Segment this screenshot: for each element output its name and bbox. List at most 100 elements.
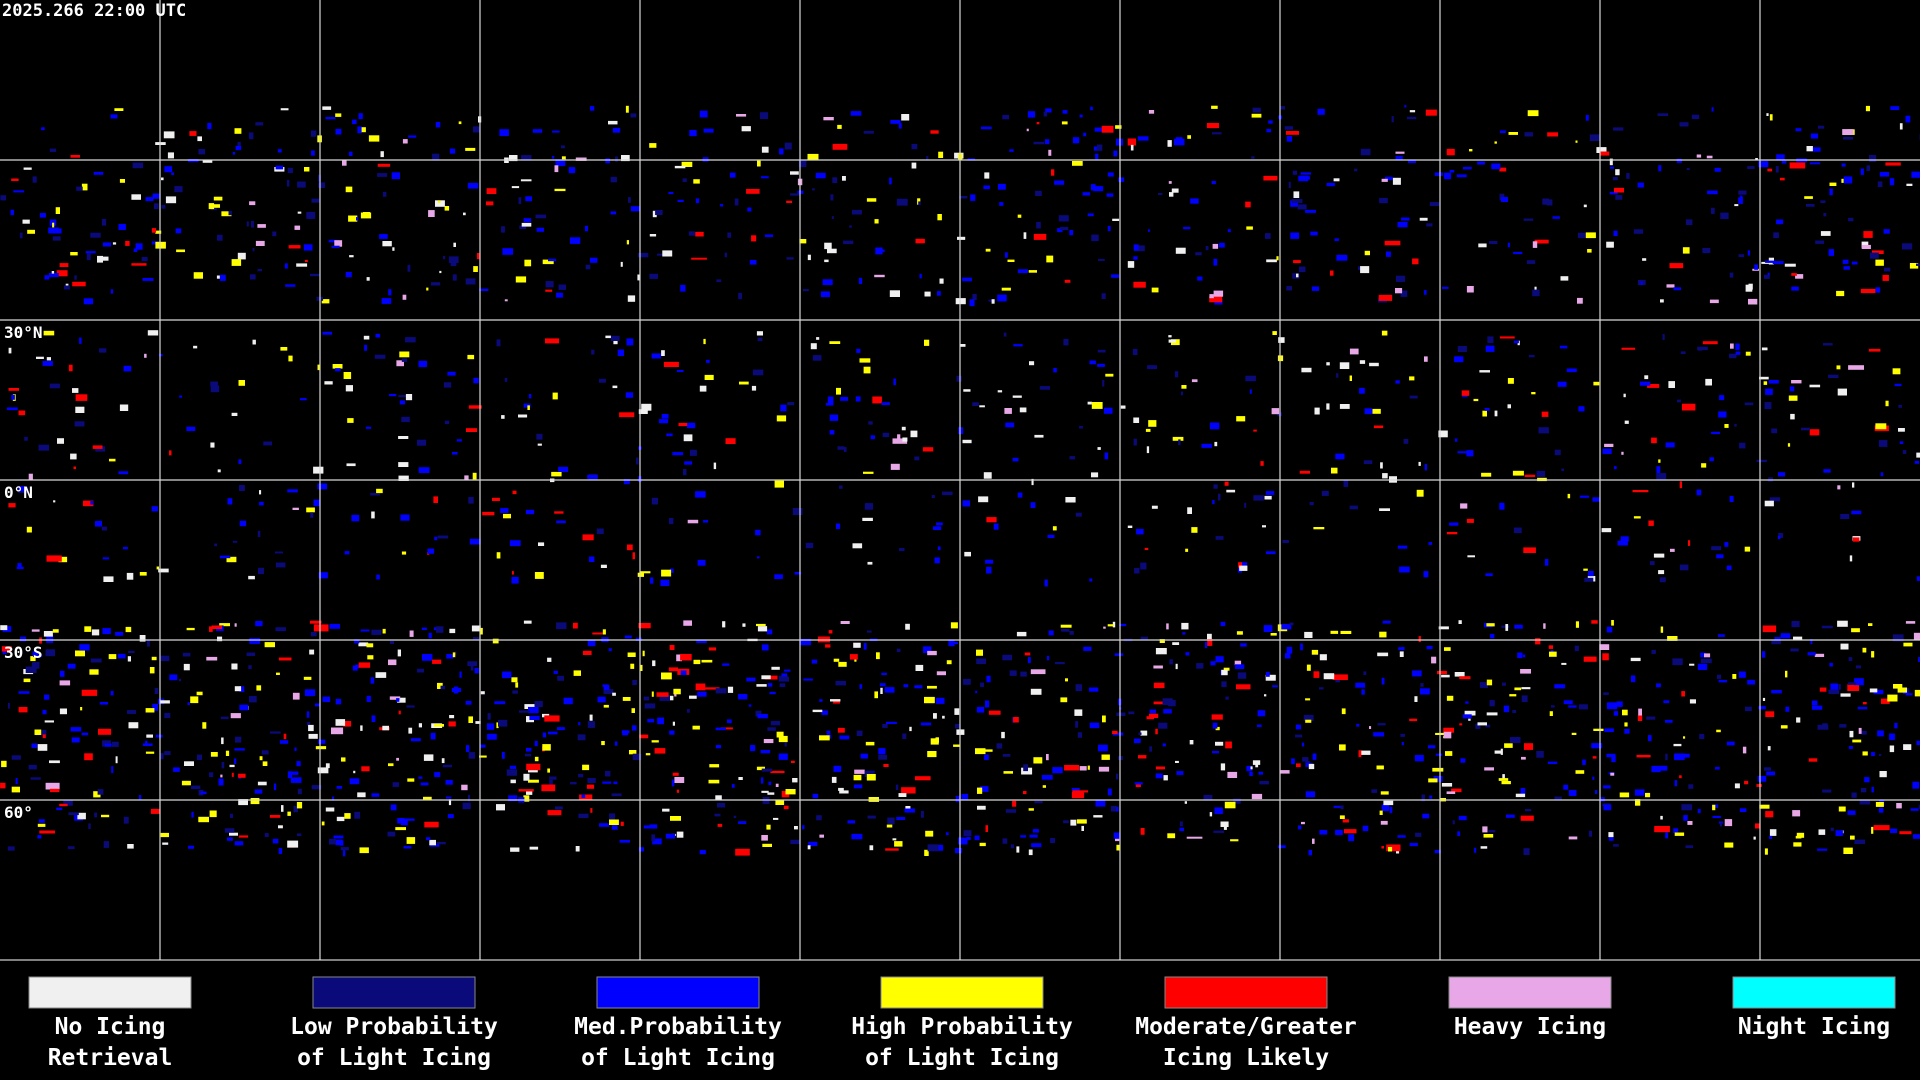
icing-patch <box>52 629 59 633</box>
icing-patch <box>1223 826 1227 830</box>
icing-patch <box>1636 754 1651 758</box>
icing-patch <box>641 403 652 411</box>
icing-patch <box>1696 489 1702 496</box>
icing-patch <box>1195 252 1202 256</box>
icing-patch <box>1729 353 1737 359</box>
icing-patch <box>311 198 320 203</box>
icing-patch <box>704 687 720 690</box>
icing-patch <box>1048 630 1054 636</box>
icing-patch <box>487 713 491 720</box>
icing-patch <box>1305 209 1316 213</box>
icing-patch <box>1002 114 1009 120</box>
icing-patch <box>1577 297 1583 304</box>
icing-patch <box>963 389 971 392</box>
icing-patch <box>905 623 910 630</box>
icing-patch <box>1791 286 1799 291</box>
icing-patch <box>1474 847 1477 853</box>
icing-patch <box>673 688 681 695</box>
icing-patch <box>1762 651 1766 658</box>
icing-patch <box>903 684 909 688</box>
icing-patch <box>1158 722 1168 729</box>
icing-patch <box>144 353 147 358</box>
icing-patch <box>145 708 155 713</box>
icing-patch <box>842 176 846 181</box>
icing-patch <box>1266 128 1271 133</box>
icing-patch <box>101 219 107 226</box>
icing-patch <box>1449 170 1455 173</box>
icing-patch <box>596 528 604 535</box>
icing-patch <box>473 377 479 384</box>
icing-patch <box>746 189 760 194</box>
icing-patch <box>1313 527 1325 530</box>
icing-patch <box>154 203 159 210</box>
icing-patch <box>1420 683 1424 687</box>
icing-patch <box>182 652 191 657</box>
icing-patch <box>145 751 155 754</box>
icing-patch <box>1153 665 1163 669</box>
icing-patch <box>1499 167 1507 172</box>
icing-patch <box>676 370 684 372</box>
icing-patch <box>115 631 124 636</box>
icing-patch <box>196 754 202 761</box>
icing-patch <box>617 349 624 356</box>
icing-patch <box>1091 472 1099 478</box>
icing-patch <box>1873 689 1884 695</box>
icing-patch <box>975 690 978 694</box>
icing-patch <box>90 501 94 505</box>
icing-patch <box>1815 240 1824 244</box>
icing-patch <box>358 662 371 668</box>
icing-patch <box>1048 149 1052 156</box>
icing-patch <box>239 520 247 527</box>
icing-patch <box>1488 830 1496 833</box>
icing-patch <box>98 728 112 735</box>
icing-patch <box>850 111 862 116</box>
icing-patch <box>757 160 761 167</box>
icing-patch <box>1717 674 1722 679</box>
icing-patch <box>280 108 289 111</box>
icing-patch <box>331 727 344 735</box>
icing-patch <box>400 514 410 521</box>
icing-patch <box>802 825 805 830</box>
icing-patch <box>1298 825 1302 830</box>
icing-patch <box>1335 829 1343 836</box>
icing-patch <box>51 271 55 274</box>
icing-patch <box>1480 846 1488 849</box>
icing-patch <box>1769 835 1773 839</box>
icing-patch <box>198 149 205 155</box>
icing-patch <box>0 782 6 789</box>
icing-patch <box>510 779 516 784</box>
icing-patch <box>761 790 769 793</box>
icing-patch <box>1541 411 1549 417</box>
icing-patch <box>526 763 541 771</box>
icing-patch <box>238 459 242 465</box>
icing-patch <box>605 335 611 339</box>
icing-patch <box>1166 623 1169 630</box>
icing-patch <box>1839 724 1847 728</box>
icing-patch <box>468 496 474 504</box>
icing-patch <box>781 673 788 677</box>
icing-patch <box>622 697 631 701</box>
icing-patch <box>1647 384 1660 388</box>
icing-patch <box>1023 764 1028 772</box>
icing-patch <box>1179 821 1183 827</box>
icing-patch <box>151 506 158 512</box>
icing-patch <box>1792 810 1801 817</box>
icing-patch <box>677 199 684 202</box>
icing-patch <box>757 337 763 342</box>
icing-patch <box>1326 362 1330 366</box>
icing-patch <box>360 725 363 731</box>
icing-patch <box>1130 144 1134 151</box>
icing-patch <box>1286 286 1292 291</box>
icing-patch <box>169 674 178 681</box>
icing-patch <box>1451 788 1462 793</box>
icing-patch <box>141 257 148 262</box>
icing-patch <box>1615 169 1620 176</box>
icing-patch <box>715 688 727 694</box>
icing-patch <box>231 772 234 777</box>
icing-patch <box>1012 800 1017 807</box>
legend-swatch <box>1448 976 1612 1009</box>
icing-patch <box>1454 672 1465 677</box>
icing-patch <box>922 447 934 452</box>
icing-patch <box>423 754 434 761</box>
icing-patch <box>310 632 317 637</box>
